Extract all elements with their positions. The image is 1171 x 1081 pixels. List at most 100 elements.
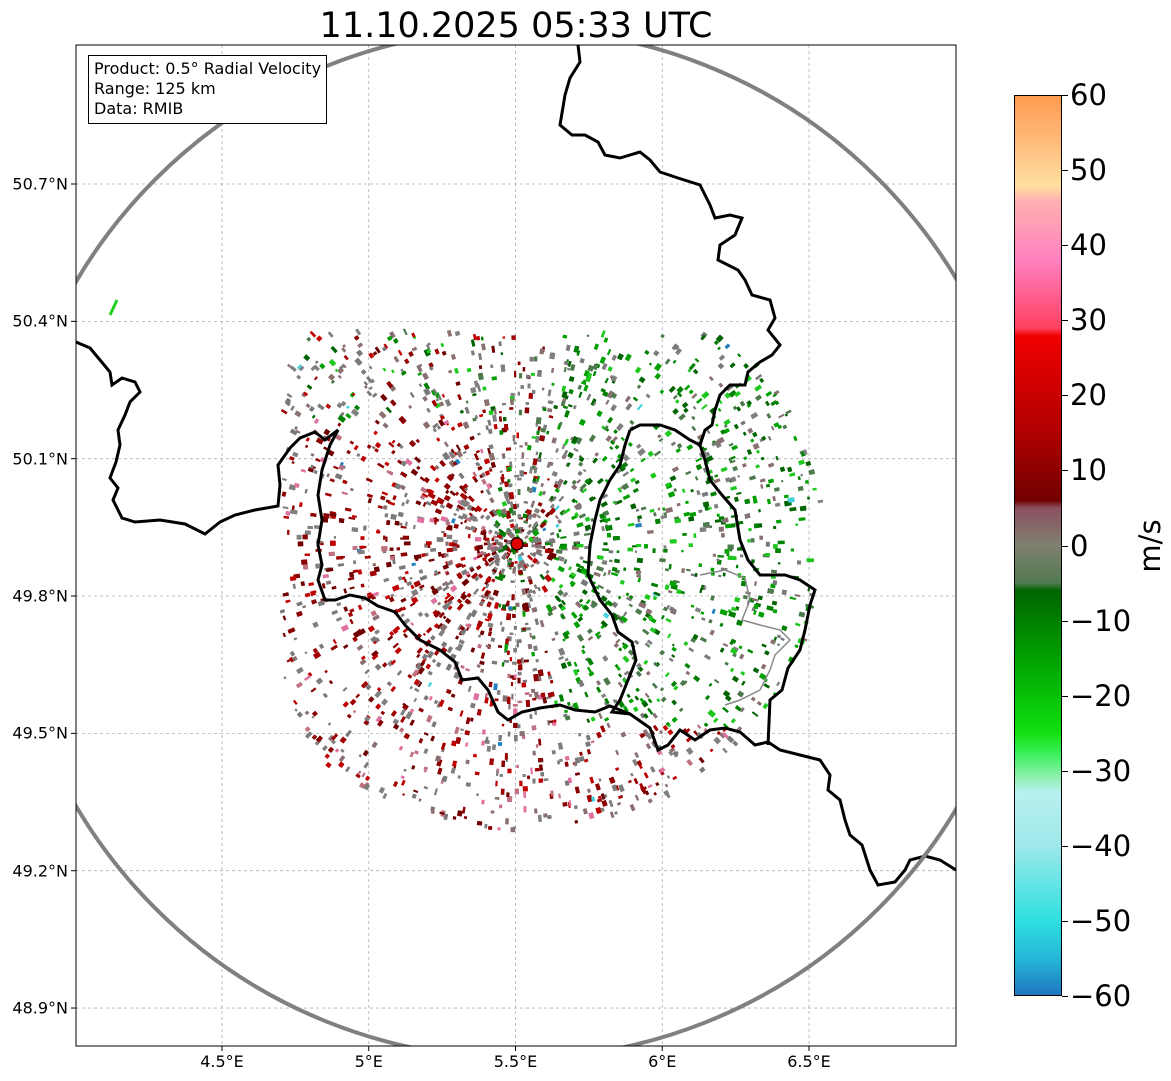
velocity-echo-pixel xyxy=(574,786,580,794)
velocity-echo-pixel xyxy=(423,382,431,391)
velocity-echo-pixel xyxy=(506,559,513,564)
velocity-echo-pixel xyxy=(722,747,728,754)
velocity-echo-pixel xyxy=(701,617,706,621)
velocity-echo-pixel xyxy=(570,611,578,619)
velocity-echo-pixel xyxy=(481,525,486,531)
velocity-echo-pixel xyxy=(400,716,406,723)
velocity-echo-pixel xyxy=(743,456,748,460)
velocity-echo-pixel xyxy=(690,604,695,608)
velocity-echo-pixel xyxy=(595,807,602,814)
velocity-echo-pixel xyxy=(553,404,558,410)
velocity-echo-pixel xyxy=(400,471,408,478)
velocity-echo-pixel xyxy=(747,649,754,654)
velocity-echo-pixel xyxy=(294,410,302,418)
velocity-echo-pixel xyxy=(491,537,495,542)
velocity-echo-pixel xyxy=(636,760,643,766)
velocity-echo-pixel xyxy=(349,619,354,625)
velocity-echo-pixel xyxy=(713,678,720,684)
velocity-echo-pixel xyxy=(414,750,419,755)
velocity-echo-pixel xyxy=(703,722,709,728)
velocity-echo-pixel xyxy=(573,805,578,810)
velocity-echo-pixel xyxy=(459,409,464,414)
velocity-echo-pixel xyxy=(339,736,347,744)
velocity-echo-pixel xyxy=(397,607,404,613)
velocity-echo-pixel xyxy=(780,637,785,641)
velocity-echo-pixel xyxy=(323,513,330,519)
velocity-echo-pixel xyxy=(537,586,541,592)
velocity-echo-pixel xyxy=(503,659,509,663)
velocity-echo-pixel xyxy=(776,681,781,687)
velocity-echo-pixel xyxy=(766,605,774,612)
velocity-echo-pixel xyxy=(549,679,554,684)
velocity-echo-pixel xyxy=(462,421,470,429)
velocity-echo-pixel xyxy=(671,716,678,723)
velocity-echo-pixel xyxy=(438,629,446,637)
velocity-echo-pixel xyxy=(455,736,462,745)
velocity-echo-pixel xyxy=(699,527,707,533)
velocity-echo-pixel xyxy=(594,452,599,457)
velocity-echo-pixel xyxy=(574,512,579,518)
velocity-echo-pixel xyxy=(430,735,435,742)
velocity-echo-pixel xyxy=(513,625,517,630)
velocity-echo-pixel xyxy=(518,409,523,416)
velocity-echo-pixel xyxy=(433,422,439,428)
velocity-echo-pixel xyxy=(315,360,319,364)
velocity-echo-pixel xyxy=(331,585,337,590)
velocity-echo-pixel xyxy=(739,400,746,407)
velocity-echo-pixel xyxy=(359,782,366,789)
velocity-echo-pixel xyxy=(466,612,473,621)
velocity-echo-pixel xyxy=(411,588,419,596)
velocity-echo-pixel xyxy=(305,403,311,409)
velocity-echo-pixel xyxy=(294,426,298,431)
velocity-echo-pixel xyxy=(556,596,562,603)
velocity-echo-pixel xyxy=(477,554,483,559)
velocity-echo-pixel xyxy=(402,328,408,336)
velocity-echo-pixel xyxy=(430,806,436,812)
velocity-echo-pixel xyxy=(695,457,703,463)
velocity-echo-pixel xyxy=(486,601,492,608)
velocity-echo-pixel xyxy=(541,387,545,391)
velocity-echo-pixel xyxy=(481,799,485,805)
colorbar-tick-label: 60 xyxy=(1070,78,1107,112)
velocity-echo-pixel xyxy=(588,671,595,677)
velocity-echo-pixel xyxy=(635,508,640,512)
velocity-echo-pixel xyxy=(532,458,538,466)
velocity-echo-pixel xyxy=(434,519,438,525)
velocity-echo-pixel xyxy=(688,543,693,547)
velocity-echo-pixel xyxy=(409,719,415,726)
velocity-echo-pixel xyxy=(755,374,763,381)
velocity-echo-pixel xyxy=(551,437,557,444)
velocity-echo-pixel xyxy=(671,654,676,658)
velocity-echo-pixel xyxy=(525,627,531,631)
velocity-echo-pixel xyxy=(430,810,435,815)
velocity-echo-pixel xyxy=(306,384,313,390)
velocity-echo-pixel xyxy=(534,767,540,772)
velocity-echo-pixel xyxy=(480,490,484,494)
velocity-echo-pixel xyxy=(713,478,721,484)
velocity-echo-pixel xyxy=(498,735,502,741)
velocity-echo-pixel xyxy=(417,611,424,618)
velocity-echo-pixel xyxy=(626,693,631,698)
velocity-echo-pixel xyxy=(499,470,503,473)
velocity-echo-pixel xyxy=(708,375,714,382)
velocity-echo-pixel xyxy=(558,694,565,702)
velocity-echo-pixel xyxy=(443,599,449,604)
velocity-echo-pixel xyxy=(392,495,397,501)
velocity-echo-pixel xyxy=(578,598,584,603)
velocity-echo-pixel xyxy=(557,565,565,573)
velocity-echo-pixel xyxy=(399,708,407,716)
colorbar-tick-mark xyxy=(1062,320,1068,322)
velocity-echo-pixel xyxy=(754,523,759,529)
colorbar-tick-label: −10 xyxy=(1070,603,1132,638)
velocity-echo-pixel xyxy=(493,424,498,430)
velocity-echo-pixel xyxy=(525,402,530,405)
velocity-echo-pixel xyxy=(537,669,544,677)
colorbar-tick-label: 40 xyxy=(1070,228,1107,263)
velocity-echo-pixel xyxy=(595,783,601,791)
velocity-echo-pixel xyxy=(289,575,297,582)
velocity-echo-pixel xyxy=(615,785,620,791)
velocity-echo-pixel xyxy=(533,584,538,590)
velocity-echo-pixel xyxy=(511,335,516,340)
velocity-echo-pixel xyxy=(465,623,469,627)
velocity-echo-pixel xyxy=(446,474,454,482)
